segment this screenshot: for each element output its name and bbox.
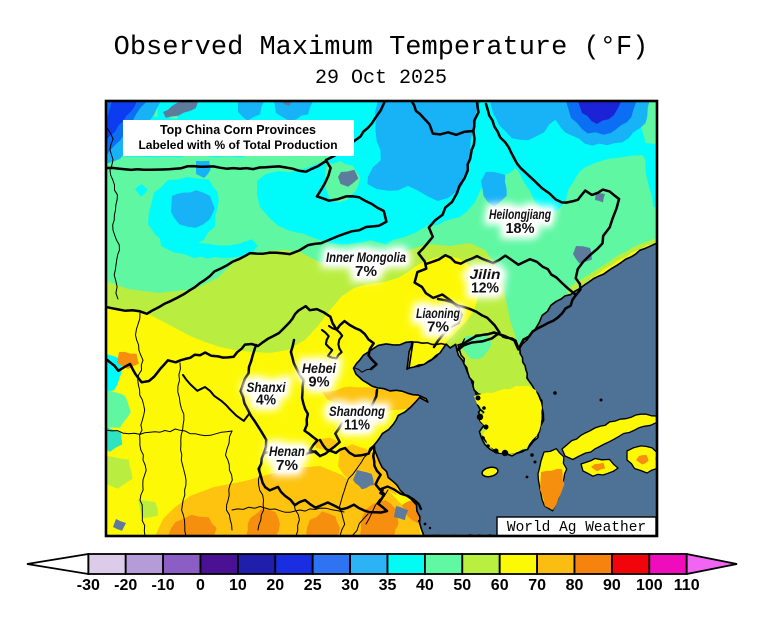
svg-text:Shanxi: Shanxi <box>247 379 287 395</box>
svg-text:50: 50 <box>453 577 471 594</box>
svg-text:80: 80 <box>566 577 584 594</box>
svg-text:-30: -30 <box>77 577 100 594</box>
svg-text:Heilongjiang: Heilongjiang <box>489 206 551 222</box>
svg-text:Shanxi: Shanxi <box>247 379 287 395</box>
svg-text:World Ag Weather: World Ag Weather <box>507 520 646 536</box>
svg-text:11%: 11% <box>344 417 370 434</box>
svg-text:Jilin: Jilin <box>470 266 501 282</box>
svg-text:29 Oct 2025: 29 Oct 2025 <box>315 67 447 90</box>
svg-text:11%: 11% <box>344 417 370 434</box>
svg-text:4%: 4% <box>256 392 276 409</box>
svg-text:9%: 9% <box>309 374 330 391</box>
svg-text:Inner Mongolia: Inner Mongolia <box>326 249 406 265</box>
svg-text:Inner Mongolia: Inner Mongolia <box>326 249 406 265</box>
svg-text:Top China Corn Provinces: Top China Corn Provinces <box>160 123 316 137</box>
svg-text:60: 60 <box>491 577 509 594</box>
svg-text:12%: 12% <box>471 280 499 297</box>
svg-text:7%: 7% <box>355 263 377 280</box>
svg-text:100: 100 <box>636 577 663 594</box>
svg-text:0: 0 <box>196 577 205 594</box>
svg-text:70: 70 <box>528 577 546 594</box>
svg-text:-10: -10 <box>152 577 175 594</box>
svg-text:7%: 7% <box>276 457 298 474</box>
svg-text:4%: 4% <box>256 392 276 409</box>
svg-text:25: 25 <box>304 577 322 594</box>
svg-text:10: 10 <box>229 577 247 594</box>
svg-text:7%: 7% <box>276 457 298 474</box>
svg-text:18%: 18% <box>506 220 535 237</box>
svg-text:Liaoning: Liaoning <box>416 305 460 321</box>
svg-text:7%: 7% <box>427 319 449 336</box>
svg-text:35: 35 <box>379 577 397 594</box>
svg-text:18%: 18% <box>506 220 535 237</box>
svg-text:Heilongjiang: Heilongjiang <box>489 206 551 222</box>
svg-text:Shandong: Shandong <box>329 403 385 419</box>
svg-text:30: 30 <box>341 577 359 594</box>
svg-text:40: 40 <box>416 577 434 594</box>
svg-text:Observed Maximum Temperature (: Observed Maximum Temperature (°F) <box>114 33 649 63</box>
svg-text:Jilin: Jilin <box>470 266 501 282</box>
svg-text:Shandong: Shandong <box>329 403 385 419</box>
svg-text:7%: 7% <box>355 263 377 280</box>
svg-text:Hebei: Hebei <box>302 360 337 376</box>
svg-text:Labeled with % of Total Produc: Labeled with % of Total Production <box>138 138 337 152</box>
svg-text:9%: 9% <box>309 374 330 391</box>
svg-text:12%: 12% <box>471 280 499 297</box>
svg-text:90: 90 <box>603 577 621 594</box>
svg-text:7%: 7% <box>427 319 449 336</box>
svg-text:110: 110 <box>674 577 700 594</box>
svg-text:20: 20 <box>266 577 284 594</box>
svg-text:Henan: Henan <box>269 443 305 459</box>
svg-text:Liaoning: Liaoning <box>416 305 460 321</box>
svg-text:Hebei: Hebei <box>302 360 337 376</box>
svg-text:Henan: Henan <box>269 443 305 459</box>
svg-text:-20: -20 <box>114 577 137 594</box>
